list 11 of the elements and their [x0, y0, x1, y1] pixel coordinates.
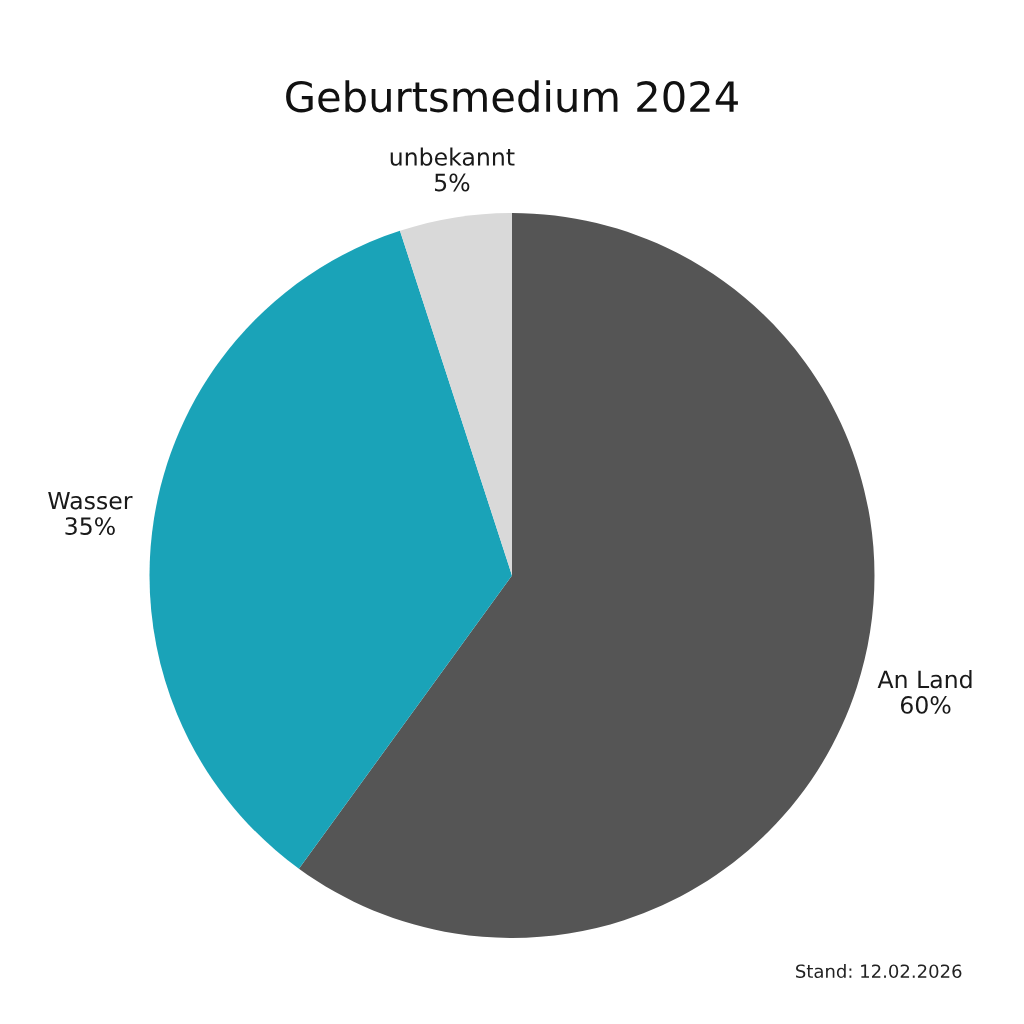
data-label: 60%	[900, 695, 951, 714]
slice-label: unbekannt	[390, 147, 515, 166]
chart-title: Geburtsmedium 2024	[286, 80, 738, 113]
slice-label: Wasser	[48, 491, 133, 510]
slice-label: An Land	[877, 670, 972, 689]
pie-slice	[149, 230, 512, 869]
pie-slice	[399, 212, 512, 576]
data-label: 35%	[65, 517, 115, 535]
pie-slice	[298, 212, 875, 938]
data-label: 5%	[434, 173, 470, 192]
text: Stand: 12.02.2026	[796, 964, 962, 979]
